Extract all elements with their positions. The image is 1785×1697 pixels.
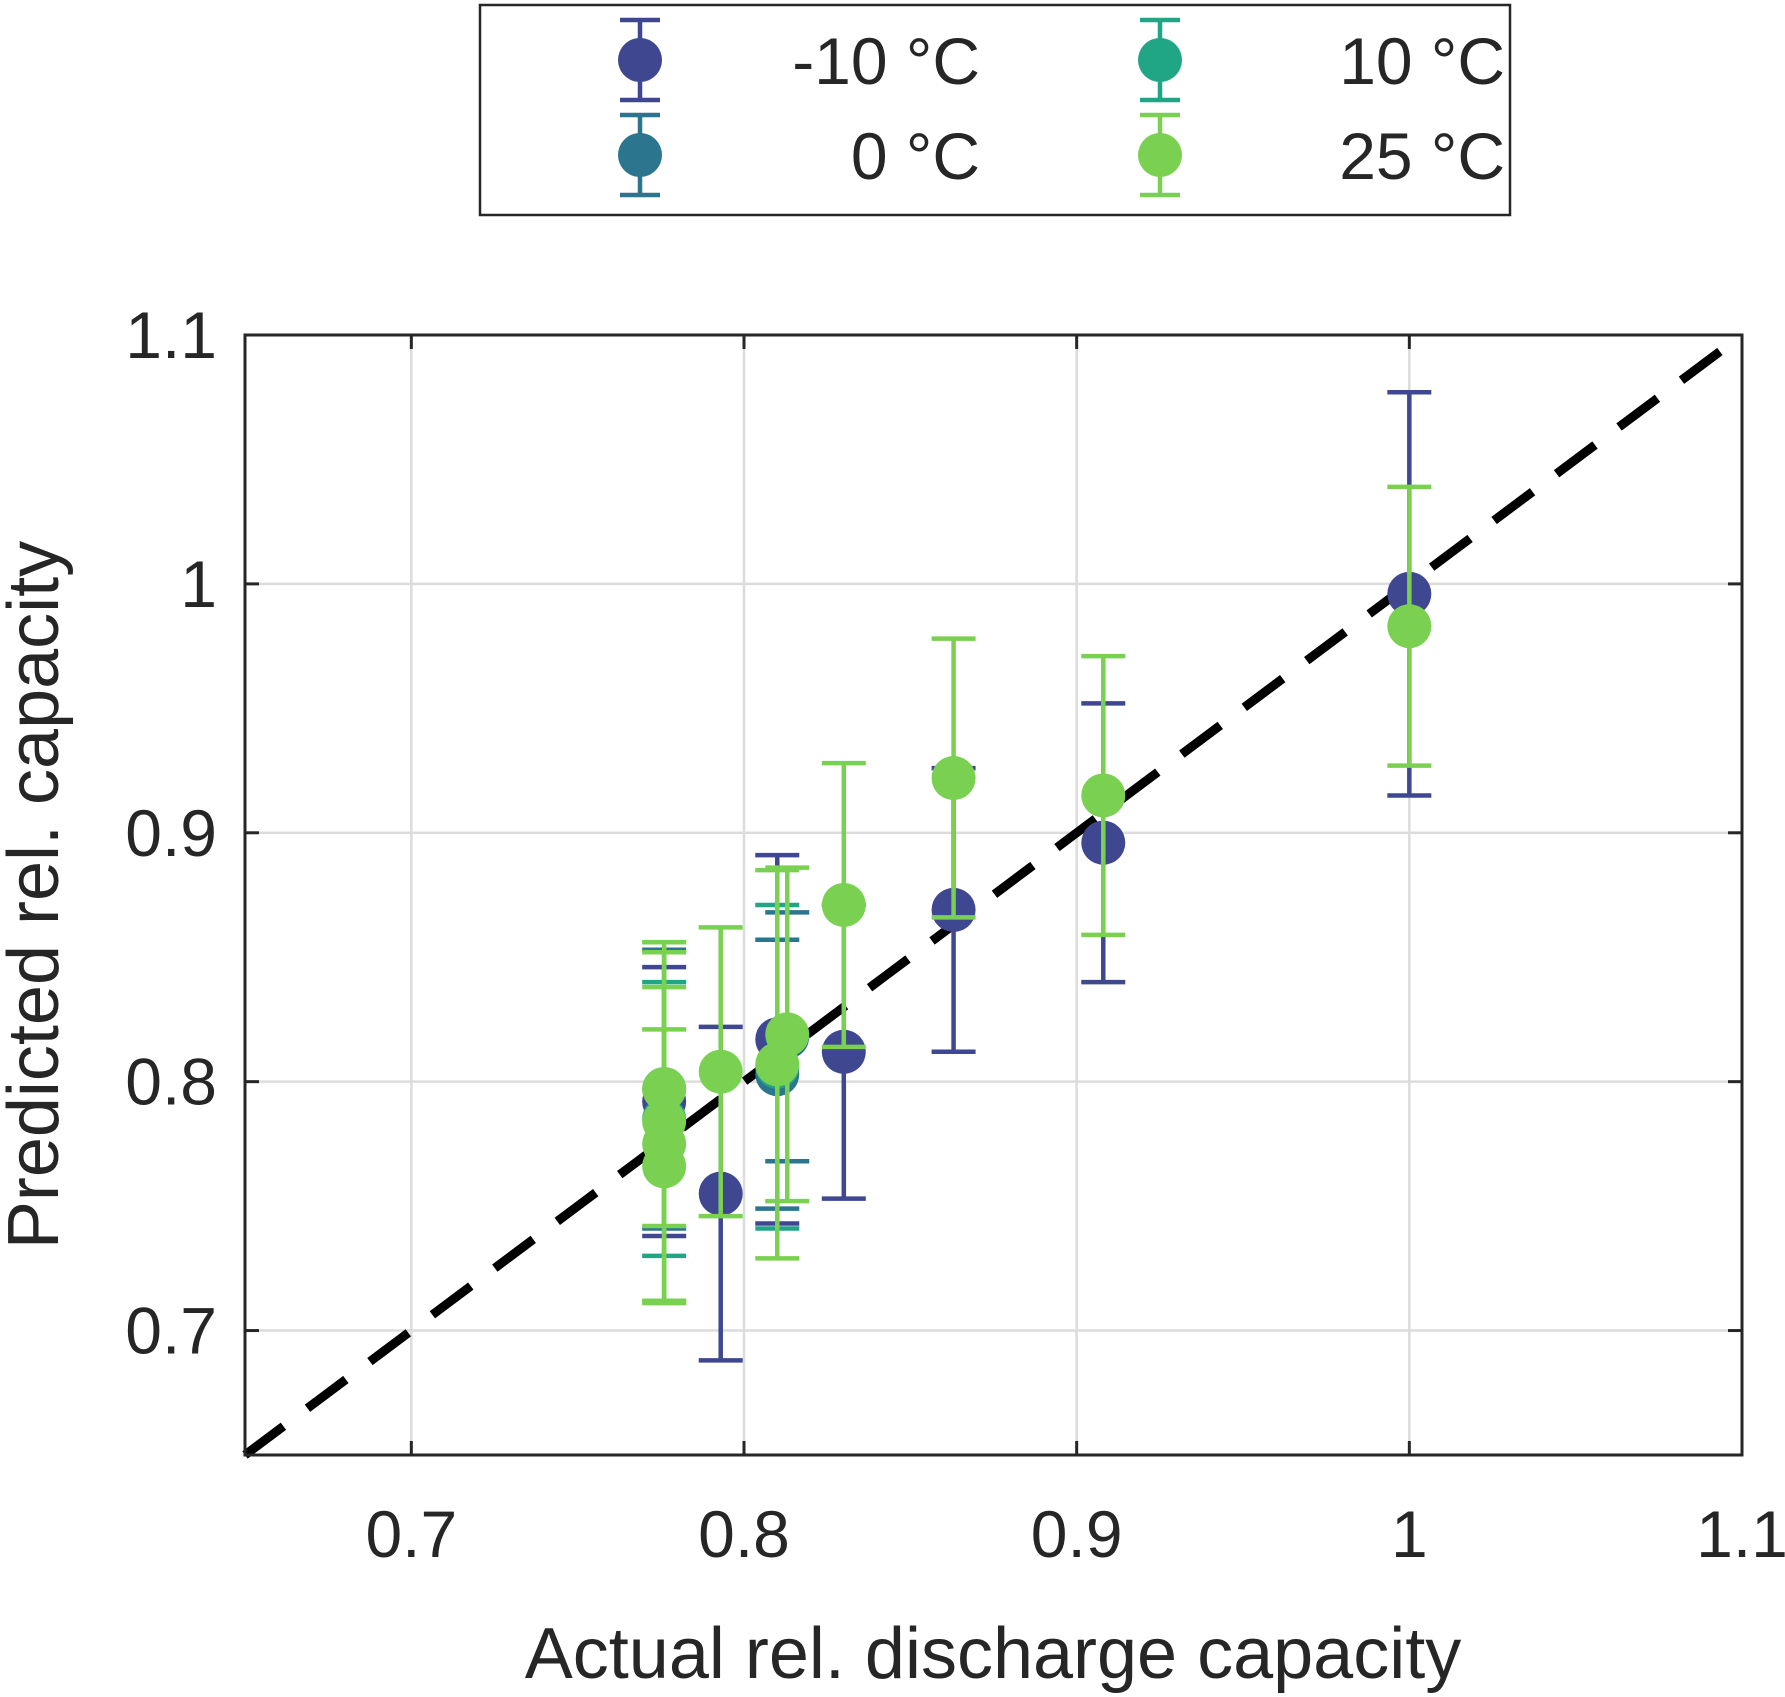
legend-label: 10 °C	[1339, 24, 1505, 98]
y-tick-label: 0.8	[125, 1045, 217, 1119]
y-tick-label: 0.7	[125, 1294, 217, 1368]
x-tick-label: 0.9	[1031, 1497, 1123, 1571]
y-tick-label: 1.1	[125, 298, 217, 372]
data-point	[765, 1012, 810, 1057]
plot-area: 0.7 0.8 0.9 1 1.1 0.7 0.8 0.9 1 1.1	[125, 298, 1785, 1571]
legend-item: 0 °C	[618, 112, 980, 198]
plot-background	[245, 335, 1742, 1455]
data-point	[1081, 773, 1126, 818]
legend-marker	[618, 133, 662, 177]
legend: -10 °C 0 °C 10 °C 25 °C	[478, 3, 1512, 217]
legend-label: -10 °C	[792, 24, 980, 98]
ticks: 0.7 0.8 0.9 1 1.1 0.7 0.8 0.9 1 1.1	[125, 298, 1785, 1571]
data-point	[1387, 604, 1432, 649]
x-tick-label: 0.8	[698, 1497, 790, 1571]
y-tick-label: 1	[180, 547, 217, 621]
legend-label: 0 °C	[851, 119, 980, 193]
series-25c	[642, 484, 1432, 1306]
y-axis-label: Predicted rel. capacity	[0, 541, 74, 1249]
legend-label: 25 °C	[1339, 119, 1505, 193]
data-point	[931, 756, 976, 801]
plot-frame	[243, 333, 1744, 1457]
legend-item: -10 °C	[618, 17, 980, 103]
legend-items: -10 °C 0 °C 10 °C 25 °C	[618, 17, 1505, 198]
legend-item: 10 °C	[1138, 17, 1505, 103]
x-tick-label: 1.1	[1696, 1497, 1785, 1571]
x-axis-label: Actual rel. discharge capacity	[525, 1614, 1461, 1694]
legend-item: 25 °C	[1138, 112, 1505, 198]
x-tick-label: 0.7	[365, 1497, 457, 1571]
data-point	[821, 882, 866, 927]
data-point	[642, 1144, 687, 1189]
data-point	[698, 1049, 743, 1094]
legend-marker	[1138, 133, 1182, 177]
legend-marker	[618, 38, 662, 82]
legend-box	[478, 3, 1512, 217]
x-tick-label: 1	[1391, 1497, 1428, 1571]
legend-marker	[1138, 38, 1182, 82]
data-marks	[642, 389, 1432, 1363]
y-tick-label: 0.9	[125, 796, 217, 870]
data-point	[821, 1029, 866, 1074]
